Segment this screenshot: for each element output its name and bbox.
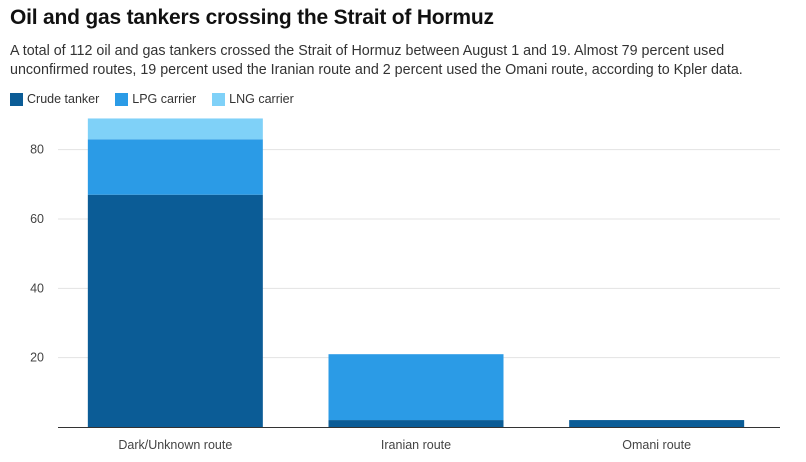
x-tick-label-0: Dark/Unknown route: [118, 438, 232, 452]
axes: 20 40 60 80 Dark/Unknown route Iranian route O…: [30, 143, 780, 452]
bars: [87, 118, 745, 427]
bar-crude-tanker-0: [87, 194, 263, 427]
chart-title: Oil and gas tankers crossing the Strait …: [10, 6, 494, 29]
chart-subtitle: A total of 112 oil and gas tankers cross…: [10, 43, 743, 78]
legend-item-lng: LNG carrier: [212, 92, 294, 106]
y-tick-label-80: 80: [30, 143, 44, 157]
y-tick-label-40: 40: [30, 281, 44, 295]
legend-item-crude: Crude tanker: [10, 92, 99, 106]
y-tick-label-20: 20: [30, 351, 44, 365]
legend-label-lng: LNG carrier: [229, 92, 294, 106]
legend-swatch-lng: [212, 92, 226, 106]
legend-swatch-lpg: [115, 92, 129, 106]
legend-swatch-crude: [10, 92, 23, 106]
x-tick-label-1: Iranian route: [381, 438, 451, 452]
legend-label-lpg: LPG carrier: [132, 92, 197, 106]
legend: Crude tanker LPG carrier LNG carrier: [10, 91, 310, 107]
bar-lng-carrier-0: [87, 118, 263, 140]
legend-item-lpg: LPG carrier: [115, 92, 196, 106]
bar-crude-tanker-2: [569, 420, 745, 427]
bar-lpg-carrier-1: [328, 354, 504, 421]
x-tick-label-2: Omani route: [622, 438, 691, 452]
legend-label-crude: Crude tanker: [27, 92, 100, 106]
bar-crude-tanker-1: [328, 420, 504, 427]
y-tick-label-60: 60: [30, 212, 44, 226]
bar-lpg-carrier-0: [87, 139, 263, 195]
